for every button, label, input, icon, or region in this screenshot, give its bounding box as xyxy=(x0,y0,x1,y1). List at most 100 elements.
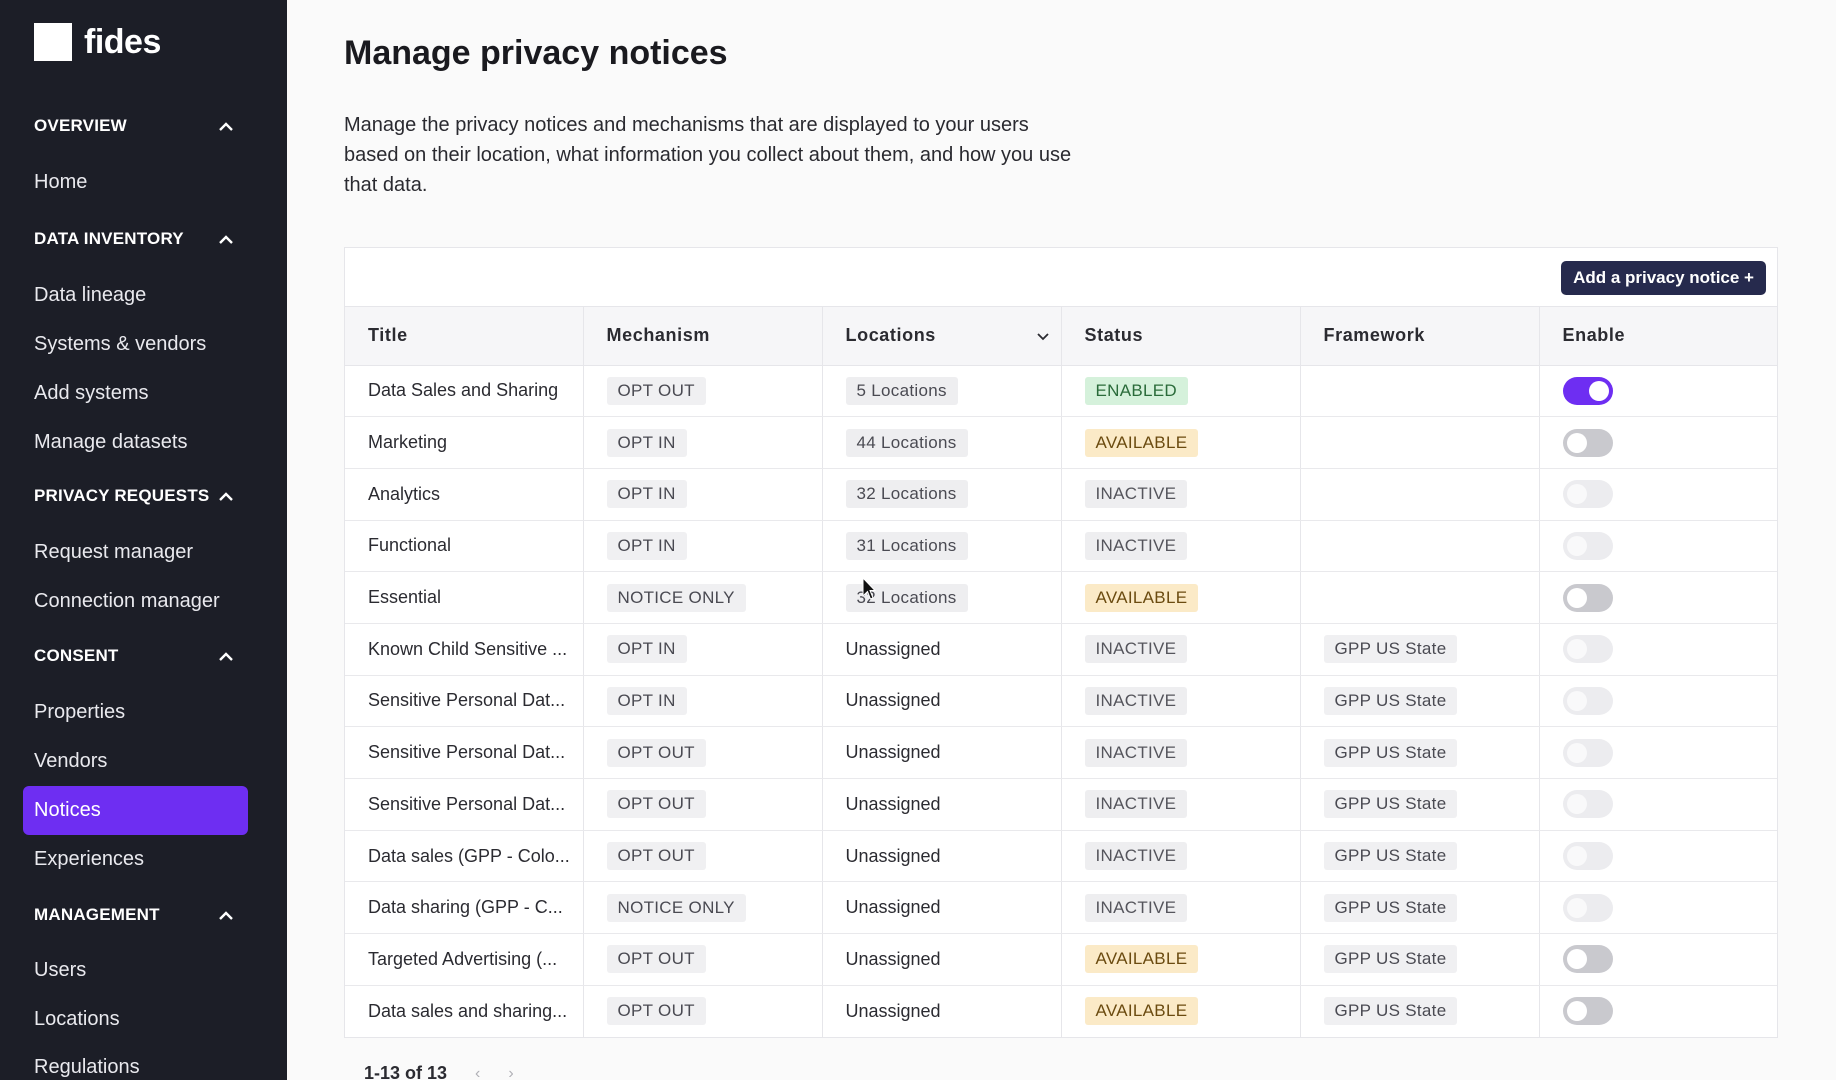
status-badge: INACTIVE xyxy=(1084,480,1188,509)
table-row[interactable]: Data Sales and Sharing OPT OUT 5 Locatio… xyxy=(345,365,1777,418)
sidebar-item-notices[interactable]: Notices xyxy=(23,786,248,835)
framework-tag: GPP US State xyxy=(1323,893,1458,922)
sidebar-item-properties[interactable]: Properties xyxy=(34,700,126,723)
sidebar-item-add-systems[interactable]: Add systems xyxy=(34,381,149,404)
cell-status: INACTIVE xyxy=(1061,675,1301,728)
cell-title[interactable]: Known Child Sensitive ... xyxy=(345,623,584,676)
cell-locations: Unassigned xyxy=(822,623,1062,676)
column-header-locations[interactable]: Locations xyxy=(822,307,1062,366)
nav-group-consent[interactable]: CONSENT xyxy=(34,641,234,671)
status-badge: INACTIVE xyxy=(1084,686,1188,715)
table-row[interactable]: Data sharing (GPP - C... NOTICE ONLY Una… xyxy=(345,881,1777,935)
cell-locations: Unassigned xyxy=(822,933,1062,986)
sidebar-item-locations[interactable]: Locations xyxy=(34,1007,120,1030)
cell-title[interactable]: Analytics xyxy=(345,468,584,521)
cell-status: AVAILABLE xyxy=(1061,933,1301,986)
nav-group-overview[interactable]: OVERVIEW xyxy=(34,111,234,141)
locations-text: Unassigned xyxy=(845,742,941,763)
enable-toggle[interactable] xyxy=(1562,428,1613,457)
column-header-status[interactable]: Status xyxy=(1061,307,1301,366)
nav-group-label: OVERVIEW xyxy=(34,116,127,135)
table-row[interactable]: Essential NOTICE ONLY 32 Locations AVAIL… xyxy=(345,571,1777,624)
sidebar-item-users[interactable]: Users xyxy=(34,958,87,981)
enable-toggle[interactable] xyxy=(1562,583,1613,612)
chevron-down-icon[interactable] xyxy=(1036,325,1049,346)
enable-toggle[interactable] xyxy=(1562,945,1613,974)
chevron-up-icon xyxy=(218,231,234,247)
cell-locations: Unassigned xyxy=(822,985,1062,1037)
notice-title: Analytics xyxy=(368,483,441,504)
column-header-mechanism[interactable]: Mechanism xyxy=(583,307,823,366)
cell-title[interactable]: Essential xyxy=(345,571,584,624)
table-row[interactable]: Marketing OPT IN 44 Locations AVAILABLE xyxy=(345,416,1777,469)
notice-title: Functional xyxy=(368,535,452,556)
sidebar-item-regulations[interactable]: Regulations xyxy=(34,1055,140,1078)
column-header-title[interactable]: Title xyxy=(345,307,584,366)
table-row[interactable]: Sensitive Personal Dat... OPT IN Unassig… xyxy=(345,675,1777,728)
table-row[interactable]: Sensitive Personal Dat... OPT OUT Unassi… xyxy=(345,726,1777,779)
cell-locations: Unassigned xyxy=(822,881,1062,935)
mechanism-tag: OPT OUT xyxy=(606,945,706,974)
mechanism-tag: OPT IN xyxy=(606,635,687,664)
cell-status: INACTIVE xyxy=(1061,520,1301,573)
pagination: 1-13 of 13 ‹ › xyxy=(364,1063,514,1080)
cell-title[interactable]: Data sharing (GPP - C... xyxy=(345,881,584,935)
sidebar-item-experiences[interactable]: Experiences xyxy=(34,847,145,870)
nav-group-management[interactable]: MANAGEMENT xyxy=(34,900,234,930)
locations-tag: 44 Locations xyxy=(845,428,968,457)
cell-status: INACTIVE xyxy=(1061,726,1301,779)
sidebar-item-home[interactable]: Home xyxy=(34,170,88,193)
cell-title[interactable]: Marketing xyxy=(345,416,584,469)
cell-mechanism: OPT OUT xyxy=(583,726,823,779)
cell-locations: 32 Locations xyxy=(822,571,1062,624)
cell-title[interactable]: Data sales and sharing... xyxy=(345,985,584,1037)
notices-table: Title Mechanism Locations Status Framewo… xyxy=(345,307,1777,1037)
cell-enable xyxy=(1539,830,1777,883)
status-badge: AVAILABLE xyxy=(1084,583,1199,612)
sidebar-item-manage-datasets[interactable]: Manage datasets xyxy=(34,430,188,453)
table-row[interactable]: Data sales (GPP - Colo... OPT OUT Unassi… xyxy=(345,830,1777,883)
chevron-up-icon xyxy=(218,488,234,504)
chevron-up-icon xyxy=(218,118,234,134)
cell-framework: GPP US State xyxy=(1300,675,1540,728)
table-row[interactable]: Data sales and sharing... OPT OUT Unassi… xyxy=(345,985,1777,1037)
table-row[interactable]: Targeted Advertising (... OPT OUT Unassi… xyxy=(345,933,1777,986)
add-privacy-notice-button[interactable]: Add a privacy notice + xyxy=(1561,261,1766,295)
sidebar-item-systems-vendors[interactable]: Systems & vendors xyxy=(34,332,207,355)
chevron-left-icon[interactable]: ‹ xyxy=(475,1064,481,1080)
mechanism-tag: OPT OUT xyxy=(606,376,706,405)
sidebar-item-connection-manager[interactable]: Connection manager xyxy=(34,589,220,612)
chevron-right-icon[interactable]: › xyxy=(508,1064,514,1080)
table-row[interactable]: Known Child Sensitive ... OPT IN Unassig… xyxy=(345,623,1777,676)
logo-text: fides xyxy=(84,22,161,61)
sidebar-item-request-manager[interactable]: Request manager xyxy=(34,540,193,563)
cell-framework: GPP US State xyxy=(1300,933,1540,986)
enable-toggle[interactable] xyxy=(1562,997,1613,1026)
cell-enable xyxy=(1539,985,1777,1037)
fides-logo[interactable]: fides xyxy=(34,21,161,63)
cell-title[interactable]: Data Sales and Sharing xyxy=(345,365,584,418)
enable-toggle xyxy=(1562,738,1613,767)
table-row[interactable]: Functional OPT IN 31 Locations INACTIVE xyxy=(345,520,1777,573)
cell-title[interactable]: Sensitive Personal Dat... xyxy=(345,778,584,831)
page-description: Manage the privacy notices and mechanism… xyxy=(344,114,1072,196)
cell-mechanism: OPT OUT xyxy=(583,365,823,418)
sidebar-item-vendors[interactable]: Vendors xyxy=(34,749,108,772)
cell-title[interactable]: Sensitive Personal Dat... xyxy=(345,675,584,728)
cell-title[interactable]: Sensitive Personal Dat... xyxy=(345,726,584,779)
enable-toggle[interactable] xyxy=(1562,376,1613,405)
cell-title[interactable]: Data sales (GPP - Colo... xyxy=(345,830,584,883)
mechanism-tag: OPT OUT xyxy=(606,738,706,767)
column-header-enable[interactable]: Enable xyxy=(1539,307,1777,366)
sidebar-item-data-lineage[interactable]: Data lineage xyxy=(34,283,147,306)
table-toolbar: Add a privacy notice + xyxy=(345,248,1777,307)
cell-title[interactable]: Functional xyxy=(345,520,584,573)
table-row[interactable]: Analytics OPT IN 32 Locations INACTIVE xyxy=(345,468,1777,521)
cell-title[interactable]: Targeted Advertising (... xyxy=(345,933,584,986)
cell-locations: 44 Locations xyxy=(822,416,1062,469)
locations-text: Unassigned xyxy=(845,948,941,969)
table-row[interactable]: Sensitive Personal Dat... OPT OUT Unassi… xyxy=(345,778,1777,831)
nav-group-privacy-requests[interactable]: PRIVACY REQUESTS xyxy=(34,481,234,511)
nav-group-data-inventory[interactable]: DATA INVENTORY xyxy=(34,224,234,254)
column-header-framework[interactable]: Framework xyxy=(1300,307,1540,366)
